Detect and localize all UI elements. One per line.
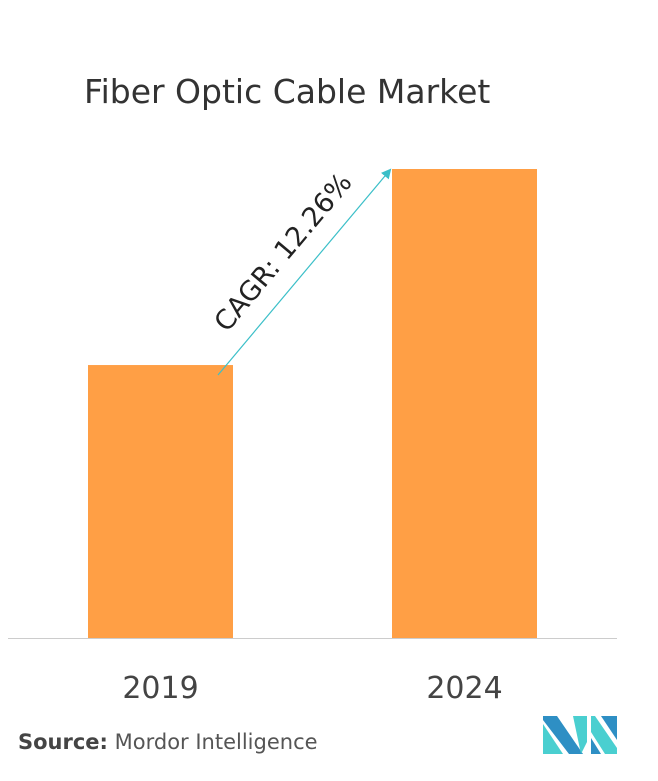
source-note: Source: Mordor Intelligence [18, 730, 318, 754]
mordor-logo [543, 716, 617, 754]
cagr-label: CAGR: 12.26% [209, 167, 359, 337]
source-label: Source: [18, 730, 108, 754]
bar-2019 [88, 365, 233, 638]
bar-chart: 2019 2024 CAGR: 12.26% [8, 167, 617, 706]
bar-2024 [392, 169, 537, 638]
source-text: Mordor Intelligence [114, 730, 318, 754]
x-tick-label: 2024 [426, 671, 502, 706]
cagr-arrow [217, 168, 392, 376]
chart-title: Fiber Optic Cable Market [84, 72, 491, 111]
x-tick-label: 2019 [122, 671, 198, 706]
